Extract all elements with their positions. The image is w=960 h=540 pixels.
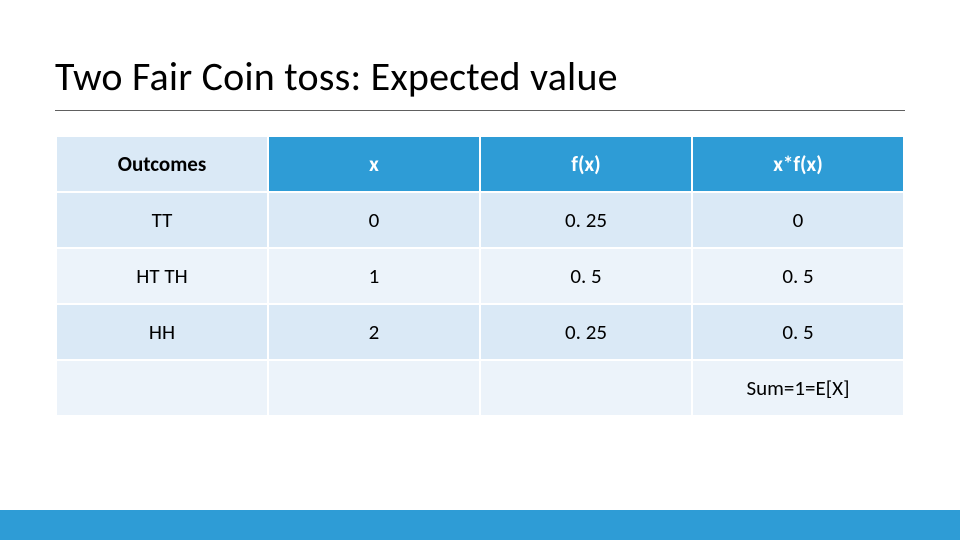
table-row: HH 2 0. 25 0. 5 [56,304,904,360]
title-underline [55,110,905,111]
col-header-fx: f(x) [480,136,692,192]
cell-outcome: HH [56,304,268,360]
cell-outcome: TT [56,192,268,248]
cell-outcome [56,360,268,416]
footer-accent-bar [0,510,960,540]
col-header-x: x [268,136,480,192]
cell-xfx: 0 [692,192,904,248]
col-header-outcomes: Outcomes [56,136,268,192]
cell-xfx: Sum=1=E[X] [692,360,904,416]
cell-x: 2 [268,304,480,360]
table-row: HT TH 1 0. 5 0. 5 [56,248,904,304]
cell-xfx: 0. 5 [692,304,904,360]
cell-xfx: 0. 5 [692,248,904,304]
table-row: Sum=1=E[X] [56,360,904,416]
cell-fx [480,360,692,416]
cell-x: 1 [268,248,480,304]
col-header-xfx: x*f(x) [692,136,904,192]
cell-outcome: HT TH [56,248,268,304]
table-body: TT 0 0. 25 0 HT TH 1 0. 5 0. 5 HH 2 0. 2… [56,192,904,416]
expected-value-table: Outcomes x f(x) x*f(x) TT 0 0. 25 0 HT T… [55,135,905,417]
table-header-row: Outcomes x f(x) x*f(x) [56,136,904,192]
cell-fx: 0. 5 [480,248,692,304]
cell-x [268,360,480,416]
cell-fx: 0. 25 [480,304,692,360]
cell-x: 0 [268,192,480,248]
table-row: TT 0 0. 25 0 [56,192,904,248]
slide-title: Two Fair Coin toss: Expected value [55,52,618,101]
cell-fx: 0. 25 [480,192,692,248]
